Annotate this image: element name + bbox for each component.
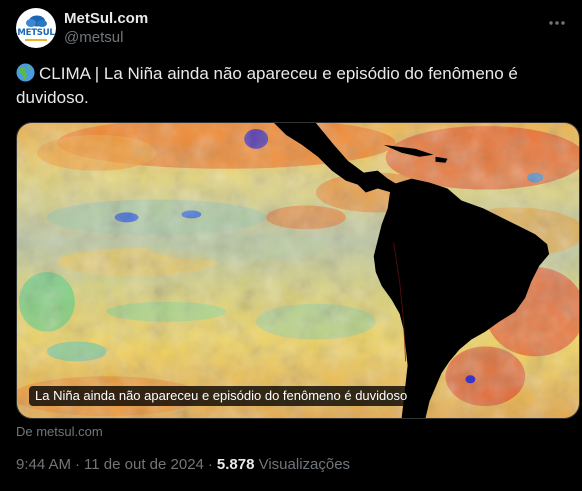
tweet-text-body: CLIMA | La Niña ainda não apareceu e epi… [16, 64, 518, 107]
avatar[interactable]: METSUL [16, 8, 56, 48]
tweet-text: CLIMA | La Niña ainda não apareceu e epi… [16, 62, 561, 110]
author-display-name[interactable]: MetSul.com [64, 10, 149, 27]
globe-americas-icon [16, 63, 35, 82]
sea-surface-temperature-map [17, 123, 579, 418]
views-count: 5.878 [216, 456, 255, 473]
tweet-header: METSUL MetSul.com @metsul [16, 8, 148, 48]
author-handle[interactable]: @metsul [64, 29, 124, 46]
author-names: MetSul.com @metsul [64, 9, 148, 47]
views-label: Visualizações [258, 456, 351, 473]
media-caption: La Niña ainda não apareceu e episódio do… [29, 386, 414, 406]
post-date[interactable]: 11 de out de 2024 [84, 456, 204, 473]
media-card[interactable]: La Niña ainda não apareceu e episódio do… [16, 122, 580, 419]
avatar-logo-underline [25, 39, 47, 41]
post-time[interactable]: 9:44 AM [16, 456, 72, 473]
avatar-logo-text: METSUL [17, 28, 55, 38]
cloud-logo-icon [26, 15, 47, 27]
meta-separator: · [75, 456, 81, 473]
more-options-button[interactable] [546, 12, 568, 34]
tweet-meta: 9:44 AM · 11 de out de 2024 · 5.878 Visualiz… [16, 456, 350, 474]
source-link[interactable]: De metsul.com [16, 424, 103, 439]
more-horizontal-icon [549, 21, 565, 25]
meta-separator: · [207, 456, 213, 473]
